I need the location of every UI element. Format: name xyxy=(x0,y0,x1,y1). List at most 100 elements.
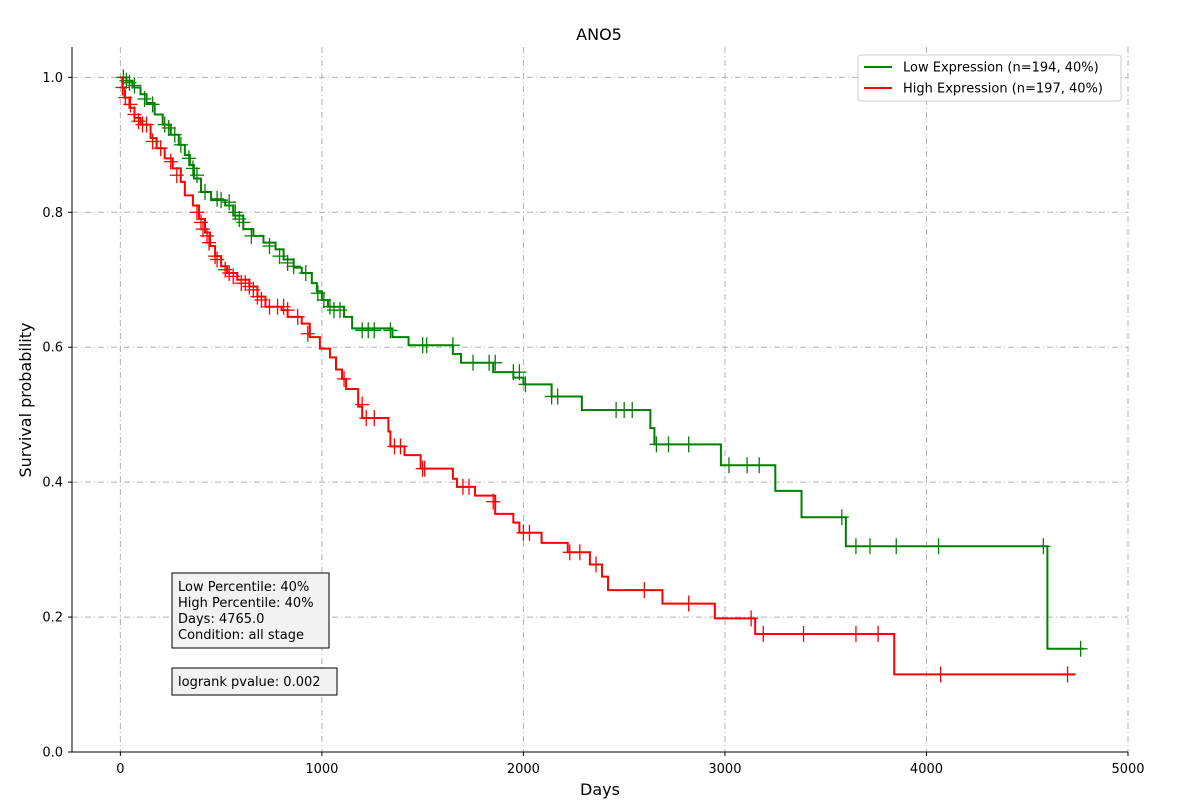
censor-mark xyxy=(250,288,265,305)
censor-mark xyxy=(173,136,188,153)
censor-mark xyxy=(127,77,142,94)
legend: Low Expression (n=194, 40%) High Express… xyxy=(857,54,1122,102)
censor-mark xyxy=(462,478,477,495)
censor-mark xyxy=(189,204,204,221)
censor-mark xyxy=(193,214,208,231)
censor-mark xyxy=(262,238,277,255)
censor-mark xyxy=(244,227,259,244)
censor-mark xyxy=(931,538,946,555)
censor-mark xyxy=(486,493,501,510)
censor-mark xyxy=(167,126,182,143)
censor-mark xyxy=(115,79,130,96)
censor-mark xyxy=(744,610,759,627)
censor-mark xyxy=(445,337,460,354)
censor-mark xyxy=(316,291,331,308)
censor-mark xyxy=(661,436,676,453)
censor-mark xyxy=(721,457,736,474)
censor-mark xyxy=(550,388,565,405)
censor-mark xyxy=(333,302,348,319)
censor-mark xyxy=(752,457,767,474)
censor-mark xyxy=(681,436,696,453)
censor-mark xyxy=(355,396,370,413)
censor-mark xyxy=(871,625,886,642)
x-tick-label: 0 xyxy=(116,762,124,777)
censor-mark xyxy=(226,268,241,285)
censor-mark xyxy=(137,90,152,107)
censor-mark xyxy=(200,227,215,244)
x-tick-label: 2000 xyxy=(507,762,540,777)
censor-mark xyxy=(1060,666,1075,683)
pvalue-box-frame xyxy=(171,667,338,696)
censor-mark xyxy=(153,140,168,157)
y-tick-label: 1.0 xyxy=(42,71,63,86)
info-line-low-percentile: Low Percentile: 40% xyxy=(178,580,309,595)
censor-mark xyxy=(417,460,432,477)
legend-label-high: High Expression (n=197, 40%) xyxy=(903,82,1103,97)
y-tick-label: 0.4 xyxy=(42,476,63,491)
censor-mark xyxy=(466,354,481,371)
censor-mark xyxy=(189,167,204,184)
pvalue-box: logrank pvalue: 0.002 xyxy=(171,667,338,696)
y-tick-label: 0.0 xyxy=(42,746,63,761)
censor-mark xyxy=(756,625,771,642)
censor-mark xyxy=(383,322,398,339)
censor-mark xyxy=(367,410,382,427)
censor-mark xyxy=(337,370,352,387)
censor-mark xyxy=(393,438,408,455)
censor-mark xyxy=(848,625,863,642)
info-box-frame xyxy=(171,572,330,649)
censor-mark xyxy=(625,401,640,418)
censor-mark xyxy=(280,254,295,271)
x-axis-title: Days xyxy=(580,780,620,799)
censor-mark xyxy=(185,160,200,177)
censor-mark xyxy=(127,106,142,123)
censor-mark xyxy=(145,133,160,150)
censor-mark xyxy=(310,285,325,302)
censor-mark xyxy=(236,214,251,231)
x-tick-label: 1000 xyxy=(305,762,338,777)
censor-mark xyxy=(228,204,243,221)
censor-mark xyxy=(588,556,603,573)
censor-mark xyxy=(280,302,295,319)
censor-mark xyxy=(834,509,849,526)
censor-mark xyxy=(163,153,178,170)
y-tick-label: 0.2 xyxy=(42,611,63,626)
censor-mark xyxy=(322,298,337,315)
censor-mark xyxy=(649,436,664,453)
censor-mark xyxy=(419,337,434,354)
censor-mark xyxy=(863,538,878,555)
censor-mark xyxy=(572,544,587,561)
y-tick-label: 0.8 xyxy=(42,206,63,221)
censor-mark xyxy=(488,354,503,371)
censor-mark xyxy=(290,308,305,325)
censor-mark xyxy=(214,192,229,209)
censor-mark xyxy=(238,275,253,292)
legend-box xyxy=(857,54,1122,102)
censor-mark xyxy=(367,322,382,339)
y-tick-label: 0.6 xyxy=(42,341,63,356)
censor-mark xyxy=(169,167,184,184)
censor-mark xyxy=(681,595,696,612)
censor-mark xyxy=(198,184,213,201)
chart-title: ANO5 xyxy=(576,25,622,44)
censor-mark xyxy=(222,194,237,211)
censor-mark xyxy=(637,582,652,599)
censor-mark xyxy=(254,291,269,308)
censor-mark xyxy=(298,265,313,282)
censor-mark xyxy=(210,190,225,207)
info-box: Low Percentile: 40% High Percentile: 40%… xyxy=(171,572,330,649)
censor-mark xyxy=(889,538,904,555)
info-line-condition: Condition: all stage xyxy=(178,628,304,643)
censor-mark xyxy=(145,96,160,113)
censor-mark xyxy=(796,625,811,642)
censor-mark xyxy=(222,265,237,282)
high-expression-curve xyxy=(120,76,1076,676)
censor-mark xyxy=(210,251,225,268)
series xyxy=(115,69,1088,683)
censor-mark xyxy=(123,96,138,113)
x-tick-label: 5000 xyxy=(1111,762,1144,777)
y-axis-title: Survival probability xyxy=(16,323,35,478)
censor-mark xyxy=(157,116,172,133)
censor-mark xyxy=(286,258,301,275)
